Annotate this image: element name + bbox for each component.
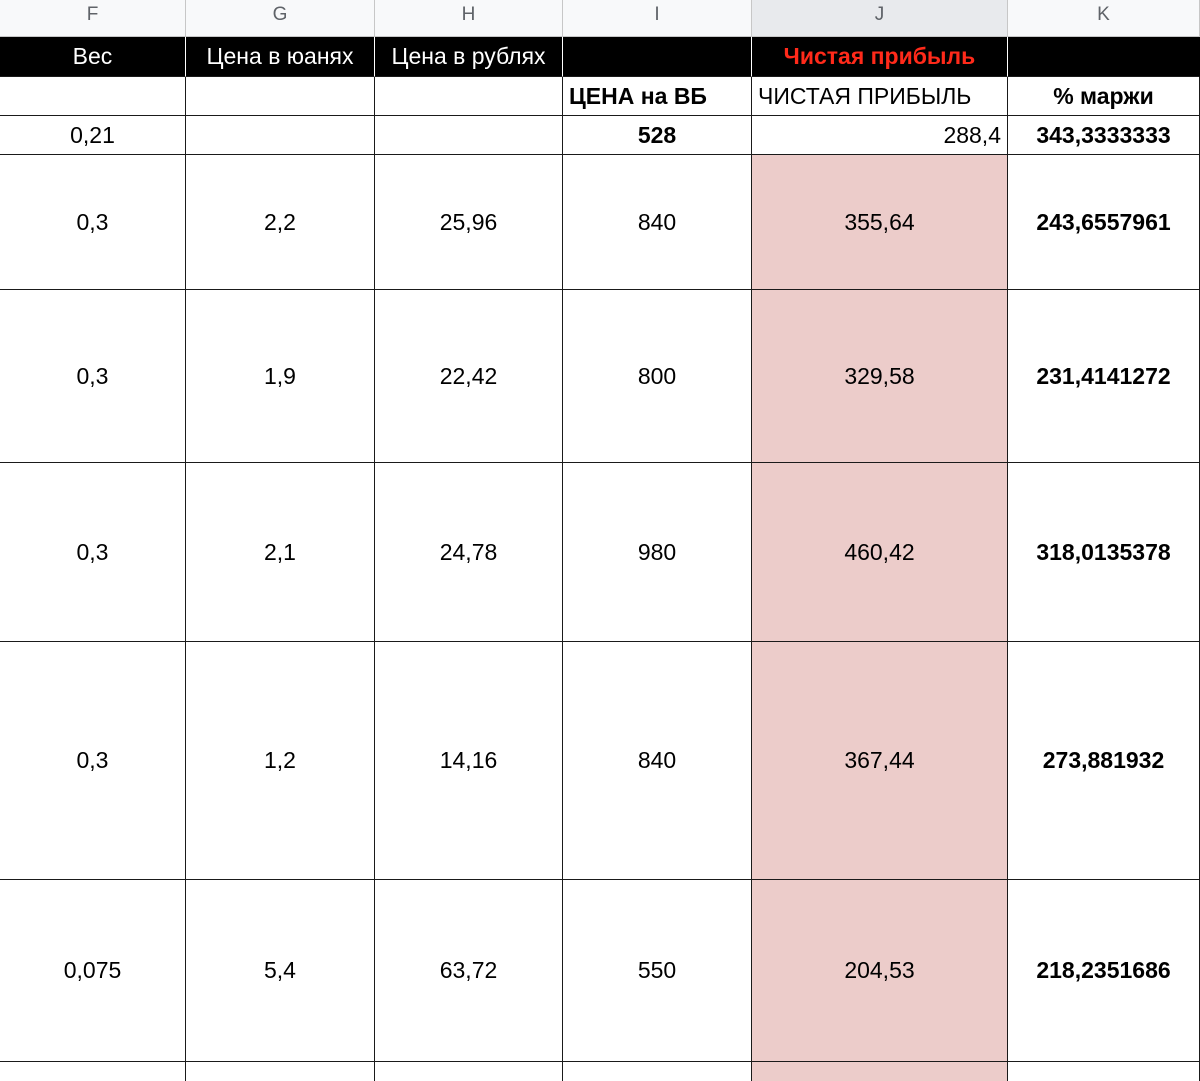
empty-cell-f[interactable]: [0, 1062, 186, 1081]
data-cell-h-row5[interactable]: 14,16: [375, 642, 563, 880]
data-cell-g-row2[interactable]: 2,2: [186, 155, 375, 290]
column-header-j[interactable]: J: [752, 0, 1008, 37]
header-cell-h[interactable]: Цена в рублях: [375, 37, 563, 77]
data-cell-k-row3[interactable]: 231,4141272: [1008, 290, 1200, 463]
empty-cell-j[interactable]: [752, 1062, 1008, 1081]
data-cell-g-row1[interactable]: [186, 116, 375, 155]
data-cell-j-row5[interactable]: 367,44: [752, 642, 1008, 880]
header-cell-f[interactable]: Вес: [0, 37, 186, 77]
header-cell-k[interactable]: [1008, 37, 1200, 77]
empty-cell-k[interactable]: [1008, 1062, 1200, 1081]
data-cell-f-row4[interactable]: 0,3: [0, 463, 186, 642]
subheader-cell-i[interactable]: ЦЕНА на ВБ: [563, 77, 752, 116]
subheader-cell-g[interactable]: [186, 77, 375, 116]
subheader-cell-j[interactable]: ЧИСТАЯ ПРИБЫЛЬ: [752, 77, 1008, 116]
column-header-f[interactable]: F: [0, 0, 186, 37]
data-cell-k-row4[interactable]: 318,0135378: [1008, 463, 1200, 642]
header-cell-j[interactable]: Чистая прибыль: [752, 37, 1008, 77]
data-cell-g-row6[interactable]: 5,4: [186, 880, 375, 1062]
column-header-i[interactable]: I: [563, 0, 752, 37]
data-cell-k-row1[interactable]: 343,3333333: [1008, 116, 1200, 155]
data-cell-f-row2[interactable]: 0,3: [0, 155, 186, 290]
data-cell-i-row4[interactable]: 980: [563, 463, 752, 642]
data-cell-h-row1[interactable]: [375, 116, 563, 155]
data-cell-k-row6[interactable]: 218,2351686: [1008, 880, 1200, 1062]
data-cell-j-row6[interactable]: 204,53: [752, 880, 1008, 1062]
data-cell-i-row5[interactable]: 840: [563, 642, 752, 880]
data-cell-f-row5[interactable]: 0,3: [0, 642, 186, 880]
data-cell-h-row2[interactable]: 25,96: [375, 155, 563, 290]
data-cell-j-row4[interactable]: 460,42: [752, 463, 1008, 642]
data-cell-k-row2[interactable]: 243,6557961: [1008, 155, 1200, 290]
data-cell-g-row3[interactable]: 1,9: [186, 290, 375, 463]
header-cell-i[interactable]: [563, 37, 752, 77]
empty-cell-i[interactable]: [563, 1062, 752, 1081]
data-cell-f-row6[interactable]: 0,075: [0, 880, 186, 1062]
data-cell-g-row5[interactable]: 1,2: [186, 642, 375, 880]
subheader-cell-f[interactable]: [0, 77, 186, 116]
data-cell-i-row6[interactable]: 550: [563, 880, 752, 1062]
column-header-h[interactable]: H: [375, 0, 563, 37]
subheader-cell-k[interactable]: % маржи: [1008, 77, 1200, 116]
empty-cell-h[interactable]: [375, 1062, 563, 1081]
data-cell-j-row2[interactable]: 355,64: [752, 155, 1008, 290]
header-cell-g[interactable]: Цена в юанях: [186, 37, 375, 77]
column-header-g[interactable]: G: [186, 0, 375, 37]
data-cell-k-row5[interactable]: 273,881932: [1008, 642, 1200, 880]
data-cell-i-row3[interactable]: 800: [563, 290, 752, 463]
data-cell-j-row1[interactable]: 288,4: [752, 116, 1008, 155]
subheader-cell-h[interactable]: [375, 77, 563, 116]
data-cell-j-row3[interactable]: 329,58: [752, 290, 1008, 463]
column-header-k[interactable]: K: [1008, 0, 1200, 37]
empty-cell-g[interactable]: [186, 1062, 375, 1081]
data-cell-h-row3[interactable]: 22,42: [375, 290, 563, 463]
data-cell-g-row4[interactable]: 2,1: [186, 463, 375, 642]
data-cell-h-row6[interactable]: 63,72: [375, 880, 563, 1062]
data-cell-f-row1[interactable]: 0,21: [0, 116, 186, 155]
data-cell-i-row2[interactable]: 840: [563, 155, 752, 290]
data-cell-f-row3[interactable]: 0,3: [0, 290, 186, 463]
data-cell-i-row1[interactable]: 528: [563, 116, 752, 155]
data-cell-h-row4[interactable]: 24,78: [375, 463, 563, 642]
